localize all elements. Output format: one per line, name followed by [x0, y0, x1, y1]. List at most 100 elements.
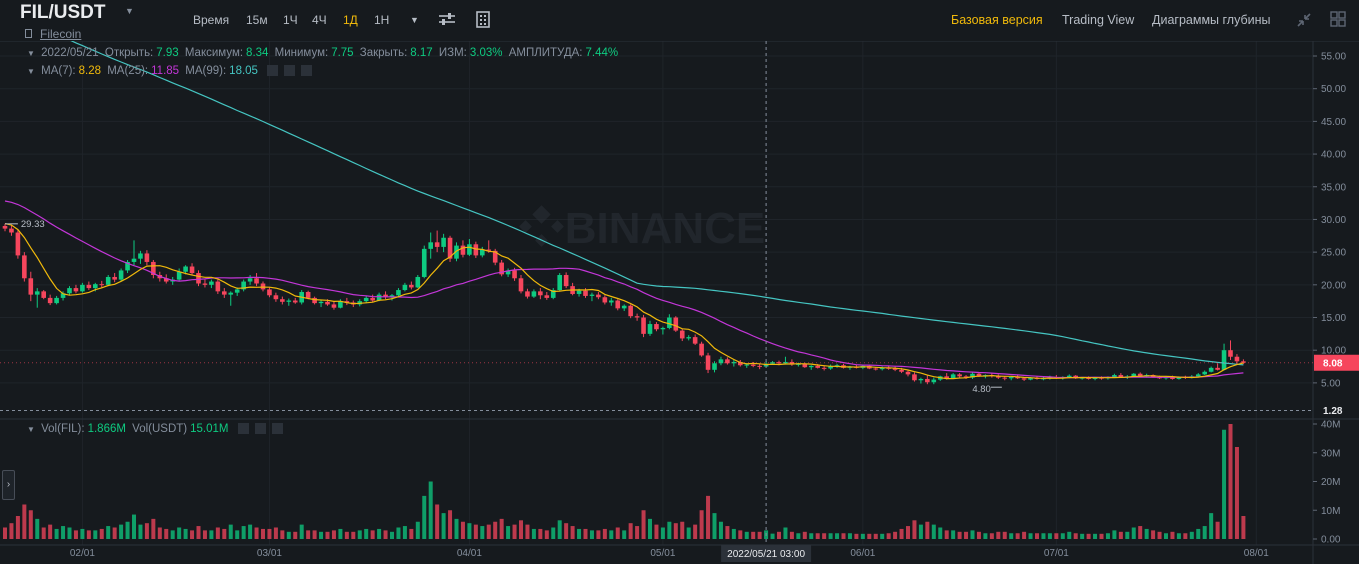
- candle-body[interactable]: [576, 290, 582, 294]
- candle-body[interactable]: [28, 278, 34, 295]
- candle-body[interactable]: [1066, 375, 1072, 378]
- candle-body[interactable]: [86, 284, 92, 289]
- interval-time[interactable]: Время: [193, 13, 230, 27]
- candle-body[interactable]: [808, 365, 814, 368]
- candle-body[interactable]: [828, 365, 833, 369]
- candle-body[interactable]: [325, 301, 330, 305]
- candle-body[interactable]: [1202, 371, 1207, 375]
- candle-body[interactable]: [125, 261, 130, 271]
- coin-name-link[interactable]: Filecoin: [40, 27, 82, 41]
- candle-body[interactable]: [292, 300, 298, 303]
- candle-body[interactable]: [699, 343, 704, 356]
- candle-body[interactable]: [228, 292, 234, 295]
- candle-body[interactable]: [963, 376, 969, 378]
- candle-body[interactable]: [1195, 374, 1201, 377]
- candle-body[interactable]: [686, 337, 691, 339]
- interval-4h[interactable]: 4Ч: [312, 13, 327, 27]
- vol-settings-icon[interactable]: [254, 423, 266, 435]
- candle-body[interactable]: [338, 301, 343, 308]
- view-basic[interactable]: Базовая версия: [951, 13, 1043, 27]
- candle-body[interactable]: [383, 294, 388, 298]
- candle-body[interactable]: [318, 301, 324, 304]
- candle-body[interactable]: [712, 363, 717, 370]
- candle-body[interactable]: [544, 295, 550, 298]
- candle-body[interactable]: [254, 278, 259, 284]
- candle-body[interactable]: [389, 295, 395, 298]
- candle-body[interactable]: [892, 368, 898, 370]
- candle-body[interactable]: [731, 361, 737, 364]
- candle-body[interactable]: [151, 261, 156, 276]
- collapse-icon[interactable]: [1296, 12, 1312, 28]
- view-depth[interactable]: Диаграммы глубины: [1152, 13, 1271, 27]
- candle-body[interactable]: [873, 368, 879, 370]
- interval-1h[interactable]: 1Ч: [283, 13, 298, 27]
- interval-15m[interactable]: 15м: [246, 13, 268, 27]
- candle-body[interactable]: [54, 297, 59, 304]
- chart-type-icon[interactable]: [476, 11, 490, 28]
- collapse-vol-icon[interactable]: ▼: [27, 425, 35, 434]
- candle-body[interactable]: [15, 232, 21, 256]
- candle-body[interactable]: [1008, 377, 1014, 379]
- candle-body[interactable]: [647, 324, 653, 334]
- candle-body[interactable]: [234, 289, 240, 293]
- candle-body[interactable]: [434, 242, 440, 247]
- candle-body[interactable]: [789, 361, 795, 365]
- candle-body[interactable]: [744, 364, 750, 366]
- candle-body[interactable]: [363, 297, 369, 302]
- candle-body[interactable]: [22, 255, 27, 279]
- candle-body[interactable]: [525, 291, 530, 297]
- candle-body[interactable]: [305, 292, 311, 298]
- candle-body[interactable]: [241, 281, 246, 290]
- candle-body[interactable]: [563, 275, 569, 287]
- candle-body[interactable]: [105, 276, 111, 285]
- candle-body[interactable]: [796, 363, 801, 365]
- candle-body[interactable]: [402, 284, 408, 291]
- candle-body[interactable]: [67, 288, 72, 294]
- candle-body[interactable]: [460, 245, 466, 255]
- candle-body[interactable]: [409, 284, 414, 288]
- candle-body[interactable]: [912, 374, 917, 381]
- candle-body[interactable]: [660, 327, 666, 330]
- candle-body[interactable]: [628, 305, 633, 317]
- candle-body[interactable]: [247, 278, 253, 282]
- candle-body[interactable]: [138, 253, 143, 259]
- candle-body[interactable]: [183, 266, 188, 272]
- candle-body[interactable]: [144, 253, 150, 262]
- candle-body[interactable]: [931, 379, 937, 383]
- candle-body[interactable]: [421, 248, 427, 277]
- candle-body[interactable]: [131, 258, 137, 262]
- candle-body[interactable]: [1241, 361, 1246, 363]
- candle-body[interactable]: [47, 297, 53, 304]
- candle-body[interactable]: [41, 291, 46, 298]
- candle-body[interactable]: [499, 262, 504, 275]
- candle-body[interactable]: [821, 367, 827, 369]
- candle-body[interactable]: [673, 317, 679, 331]
- candle-body[interactable]: [486, 249, 492, 251]
- candle-body[interactable]: [428, 242, 433, 249]
- candle-body[interactable]: [957, 374, 962, 377]
- pair-title[interactable]: FIL/USDT: [20, 2, 106, 23]
- candle-body[interactable]: [654, 324, 659, 330]
- candle-body[interactable]: [209, 281, 214, 285]
- candle-body[interactable]: [267, 289, 272, 296]
- candle-body[interactable]: [641, 317, 646, 334]
- candle-body[interactable]: [970, 373, 975, 378]
- candle-body[interactable]: [1015, 377, 1020, 379]
- candle-body[interactable]: [802, 363, 808, 368]
- candle-body[interactable]: [725, 359, 730, 364]
- candle-body[interactable]: [976, 373, 982, 377]
- candle-body[interactable]: [93, 284, 98, 289]
- candle-body[interactable]: [441, 237, 446, 247]
- candle-body[interactable]: [679, 330, 685, 339]
- candle-body[interactable]: [718, 359, 724, 364]
- collapse-legend-icon[interactable]: ▼: [27, 49, 35, 58]
- expand-panel-button[interactable]: ›: [2, 470, 15, 500]
- candle-body[interactable]: [879, 367, 885, 370]
- candle-body[interactable]: [118, 270, 124, 280]
- candle-body[interactable]: [1228, 350, 1233, 357]
- candle-body[interactable]: [473, 244, 479, 256]
- candle-body[interactable]: [73, 288, 79, 292]
- candle-body[interactable]: [925, 378, 930, 383]
- candle-body[interactable]: [370, 297, 375, 301]
- candle-body[interactable]: [776, 362, 782, 364]
